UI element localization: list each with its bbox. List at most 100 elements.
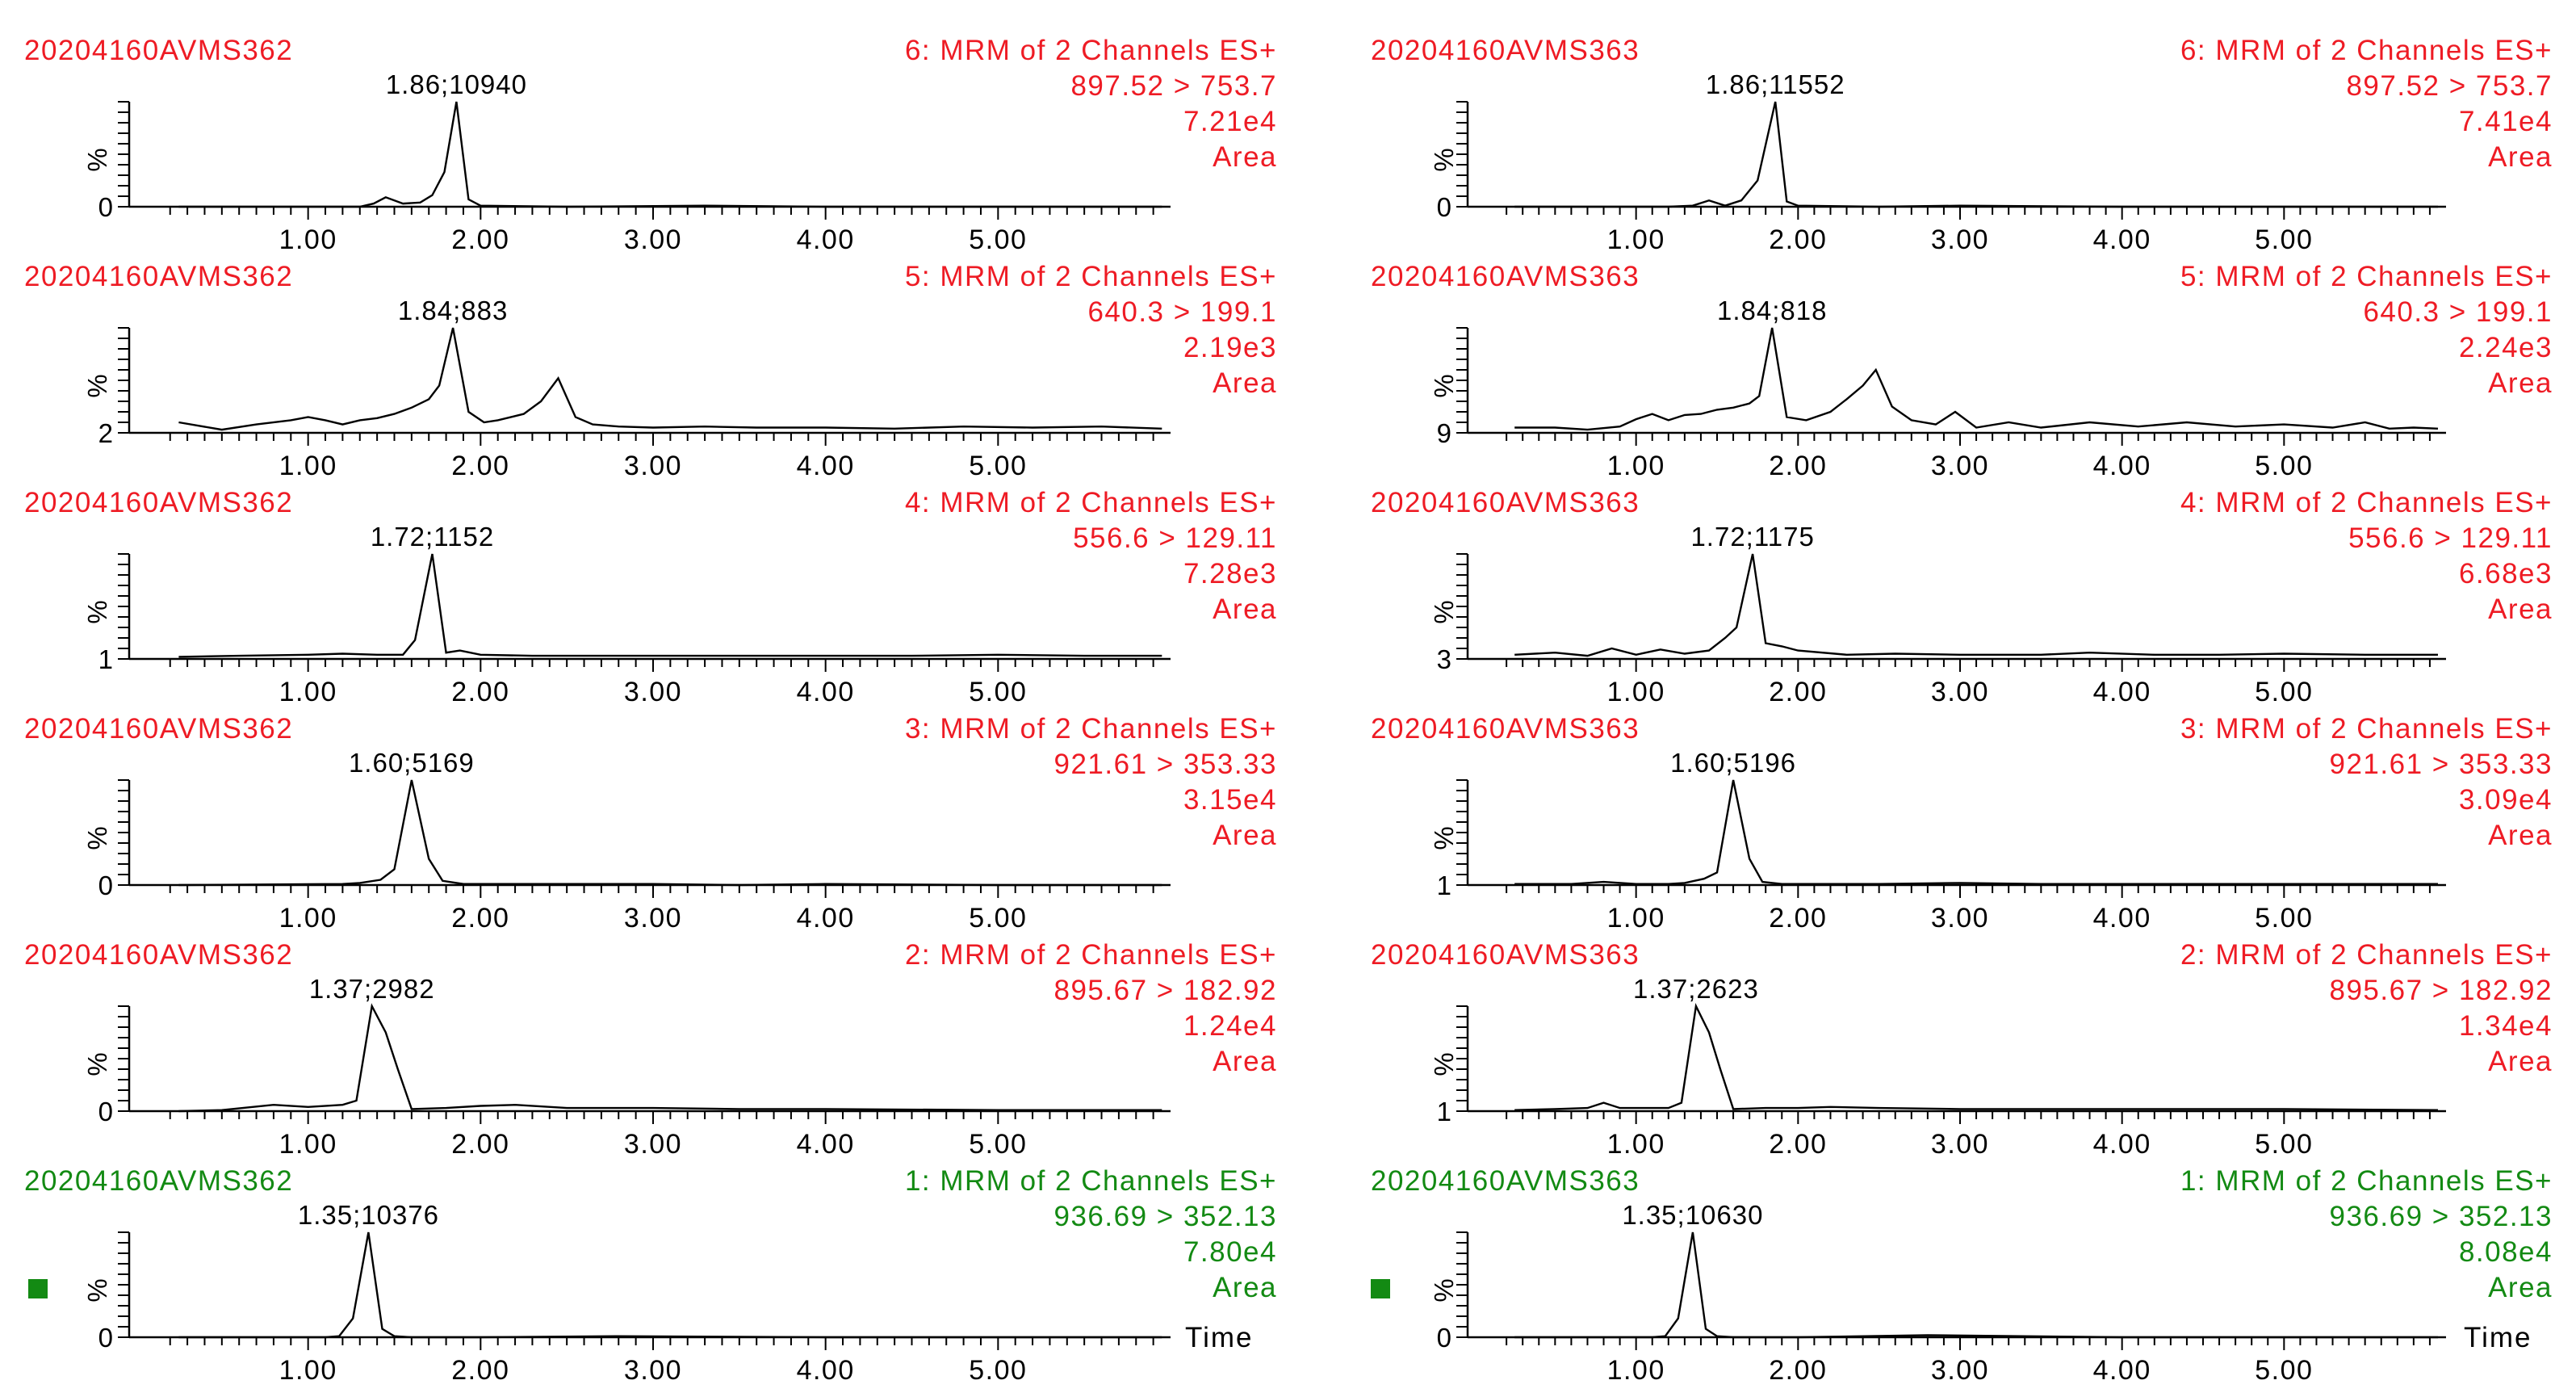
x-tick-label: 3.00 (624, 224, 682, 255)
chromatogram-panel: 20204160AVMS362 2: MRM of 2 Channels ES+ 8… (24, 939, 1278, 1160)
x-tick-label: 2.00 (451, 677, 509, 707)
x-tick-label: 4.00 (2093, 1355, 2151, 1386)
chromatogram-trace (1514, 1231, 2438, 1339)
y-offset-label: 1 (98, 644, 113, 674)
mode-label: Area (2488, 141, 2553, 173)
peak-label: 1.60;5169 (349, 748, 475, 778)
x-tick-label: 2.00 (1769, 1355, 1827, 1386)
function-label: 2: MRM of 2 Channels ES+ (2180, 939, 2553, 971)
y-offset-label: 1 (1437, 1097, 1451, 1126)
transition-label: 921.61 > 353.33 (2330, 749, 2553, 780)
sample-name: 20204160AVMS363 (1371, 1165, 1640, 1197)
x-tick-label: 2.00 (451, 1355, 509, 1386)
sample-name: 20204160AVMS363 (1371, 713, 1640, 745)
x-tick-label: 4.00 (2093, 677, 2151, 707)
transition-label: 921.61 > 353.33 (1054, 749, 1278, 780)
y-offset-label: 0 (98, 1323, 113, 1353)
trace-marker-icon (28, 1279, 48, 1298)
x-tick-label: 4.00 (2093, 903, 2151, 933)
scale-label: 6.68e3 (2459, 558, 2553, 589)
sample-name: 20204160AVMS362 (24, 939, 293, 971)
peak-label: 1.35;10376 (298, 1200, 439, 1230)
chromatogram-panel: 20204160AVMS362 3: MRM of 2 Channels ES+ 9… (24, 713, 1278, 933)
sample-name: 20204160AVMS363 (1371, 261, 1640, 292)
transition-label: 895.67 > 182.92 (1054, 975, 1278, 1006)
x-tick-label: 2.00 (1769, 451, 1827, 481)
peak-label: 1.84;883 (398, 296, 508, 325)
chromatogram-panel: 20204160AVMS362 1: MRM of 2 Channels ES+ 9… (24, 1165, 1277, 1386)
y-offset-label: 3 (1437, 644, 1451, 674)
peak-label: 1.37;2982 (309, 974, 435, 1004)
chromatogram-panel: 20204160AVMS363 3: MRM of 2 Channels ES+ 9… (1371, 713, 2553, 933)
transition-label: 640.3 > 199.1 (2363, 296, 2553, 328)
chromatogram-trace (178, 327, 1162, 431)
y-axis-label: % (82, 1278, 112, 1302)
x-tick-label: 4.00 (797, 1129, 855, 1160)
x-tick-label: 3.00 (624, 451, 682, 481)
peak-label: 1.37;2623 (1633, 974, 1759, 1004)
transition-label: 556.6 > 129.11 (2348, 522, 2553, 554)
x-tick-label: 2.00 (451, 224, 509, 255)
peak-label: 1.86;10940 (386, 69, 527, 99)
sample-name: 20204160AVMS362 (24, 1165, 293, 1197)
x-tick-label: 1.00 (279, 677, 337, 707)
x-tick-label: 3.00 (1931, 1129, 1989, 1160)
peak-label: 1.35;10630 (1622, 1200, 1763, 1230)
function-label: 3: MRM of 2 Channels ES+ (2180, 713, 2553, 745)
y-axis-label: % (82, 600, 112, 623)
x-tick-label: 2.00 (451, 903, 509, 933)
y-offset-label: 0 (1437, 1323, 1451, 1353)
y-axis-label: % (1429, 374, 1459, 397)
function-label: 6: MRM of 2 Channels ES+ (905, 35, 1277, 66)
x-tick-label: 5.00 (2255, 451, 2313, 481)
y-axis-label: % (1429, 148, 1459, 171)
function-label: 3: MRM of 2 Channels ES+ (905, 713, 1277, 745)
x-tick-label: 4.00 (2093, 451, 2151, 481)
x-tick-label: 5.00 (969, 224, 1027, 255)
mode-label: Area (2488, 1272, 2553, 1303)
transition-label: 897.52 > 753.7 (1070, 70, 1277, 102)
y-axis-label: % (1429, 600, 1459, 623)
mode-label: Area (2488, 367, 2553, 399)
transition-label: 936.69 > 352.13 (2330, 1201, 2553, 1232)
sample-name: 20204160AVMS362 (24, 261, 293, 292)
y-offset-label: 0 (98, 1097, 113, 1126)
x-tick-label: 3.00 (624, 1355, 682, 1386)
x-tick-label: 4.00 (797, 451, 855, 481)
x-tick-label: 1.00 (1607, 1355, 1665, 1386)
sample-name: 20204160AVMS362 (24, 487, 293, 518)
function-label: 1: MRM of 2 Channels ES+ (2180, 1165, 2553, 1197)
y-offset-label: 0 (98, 871, 113, 900)
y-axis-label: % (82, 374, 112, 397)
x-tick-label: 4.00 (2093, 1129, 2151, 1160)
x-tick-label: 3.00 (1931, 903, 1989, 933)
scale-label: 7.80e4 (1183, 1236, 1277, 1268)
mode-label: Area (1213, 820, 1277, 851)
mode-label: Area (2488, 820, 2553, 851)
sample-name: 20204160AVMS363 (1371, 487, 1640, 518)
x-tick-label: 2.00 (1769, 677, 1827, 707)
y-axis-label: % (82, 1052, 112, 1076)
chromatogram-trace (178, 1003, 1162, 1113)
x-tick-label: 3.00 (1931, 451, 1989, 481)
mode-label: Area (1213, 1046, 1277, 1077)
x-tick-label: 1.00 (1607, 451, 1665, 481)
x-tick-label: 4.00 (797, 903, 855, 933)
peak-label: 1.72;1152 (371, 522, 494, 552)
x-tick-label: 4.00 (2093, 224, 2151, 255)
x-tick-label: 1.00 (279, 903, 337, 933)
transition-label: 897.52 > 753.7 (2346, 70, 2553, 102)
time-axis-label: Time (1185, 1322, 1253, 1353)
chromatogram-panel: 20204160AVMS363 2: MRM of 2 Channels ES+ 8… (1371, 939, 2553, 1160)
x-tick-label: 5.00 (2255, 1129, 2313, 1160)
function-label: 4: MRM of 2 Channels ES+ (905, 487, 1277, 518)
x-tick-label: 1.00 (1607, 677, 1665, 707)
scale-label: 8.08e4 (2459, 1236, 2553, 1268)
x-tick-label: 1.00 (1607, 903, 1665, 933)
y-axis-label: % (1429, 1052, 1459, 1076)
chromatogram-panel: 20204160AVMS362 4: MRM of 2 Channels ES+ 5… (24, 487, 1277, 707)
chromatogram-panel: 20204160AVMS363 6: MRM of 2 Channels ES+ 8… (1371, 35, 2553, 255)
x-tick-label: 3.00 (1931, 224, 1989, 255)
y-offset-label: 0 (98, 192, 113, 222)
